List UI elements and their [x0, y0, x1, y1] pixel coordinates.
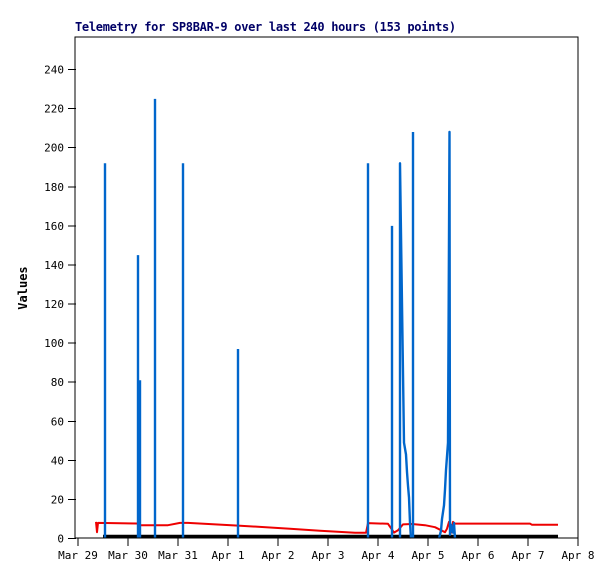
x-tick-label: Apr 4: [361, 549, 394, 562]
x-tick-label: Apr 8: [561, 549, 594, 562]
x-tick-label: Apr 7: [511, 549, 544, 562]
x-tick-label: Mar 30: [108, 549, 148, 562]
y-tick-label: 100: [44, 337, 64, 350]
y-tick-label: 20: [51, 493, 64, 506]
series-blue-segment: [398, 162, 413, 539]
x-tick-label: Apr 6: [461, 549, 494, 562]
y-tick-label: 0: [57, 533, 64, 546]
y-axis-label: Values: [16, 266, 30, 309]
y-tick-label: 180: [44, 181, 64, 194]
y-tick-label: 240: [44, 64, 64, 77]
y-tick-label: 220: [44, 103, 64, 116]
x-tick-label: Apr 2: [261, 549, 294, 562]
x-tick-label: Apr 3: [311, 549, 344, 562]
y-tick-label: 40: [51, 454, 64, 467]
x-tick-label: Mar 31: [158, 549, 198, 562]
x-tick-label: Mar 29: [58, 549, 98, 562]
chart-title: Telemetry for SP8BAR-9 over last 240 hou…: [75, 20, 456, 34]
y-tick-label: 140: [44, 259, 64, 272]
series-red-line: [95, 520, 558, 534]
y-tick-label: 120: [44, 298, 64, 311]
x-tick-label: Apr 1: [211, 549, 244, 562]
plot-frame: [74, 36, 579, 539]
series-blue-segment: [437, 130, 457, 539]
y-tick-label: 80: [51, 376, 64, 389]
y-tick-label: 160: [44, 220, 64, 233]
y-tick-label: 200: [44, 142, 64, 155]
x-tick-label: Apr 5: [411, 549, 444, 562]
y-tick-label: 60: [51, 415, 64, 428]
